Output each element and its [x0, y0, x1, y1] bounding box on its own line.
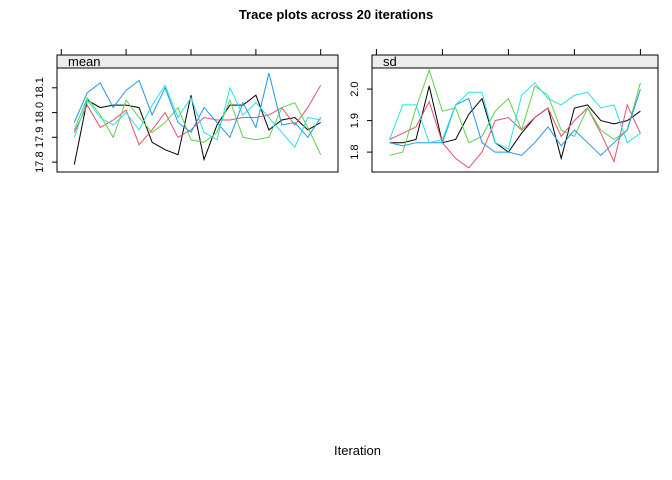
panel-sd: 1.8 1.9 2.0 sd [342, 42, 664, 173]
mean-trace-chart: 17.8 17.9 18.0 18.1 [34, 49, 339, 173]
sd-trace-chart: 1.8 1.9 2.0 [349, 49, 659, 173]
x-axis-title: Iteration [334, 443, 381, 458]
svg-text:1.8: 1.8 [349, 144, 361, 159]
panel-mean: 17.8 17.9 18.0 18.1 mean [27, 42, 344, 173]
svg-text:1.9: 1.9 [349, 113, 361, 128]
strip-label-mean: mean [68, 54, 101, 69]
svg-text:18.1: 18.1 [34, 77, 46, 98]
svg-text:2.0: 2.0 [349, 81, 361, 96]
strip-label-sd: sd [383, 54, 397, 69]
svg-text:17.8: 17.8 [34, 151, 46, 172]
svg-text:18.0: 18.0 [34, 102, 46, 123]
svg-text:17.9: 17.9 [34, 127, 46, 148]
chart-title: Trace plots across 20 iterations [238, 7, 434, 22]
